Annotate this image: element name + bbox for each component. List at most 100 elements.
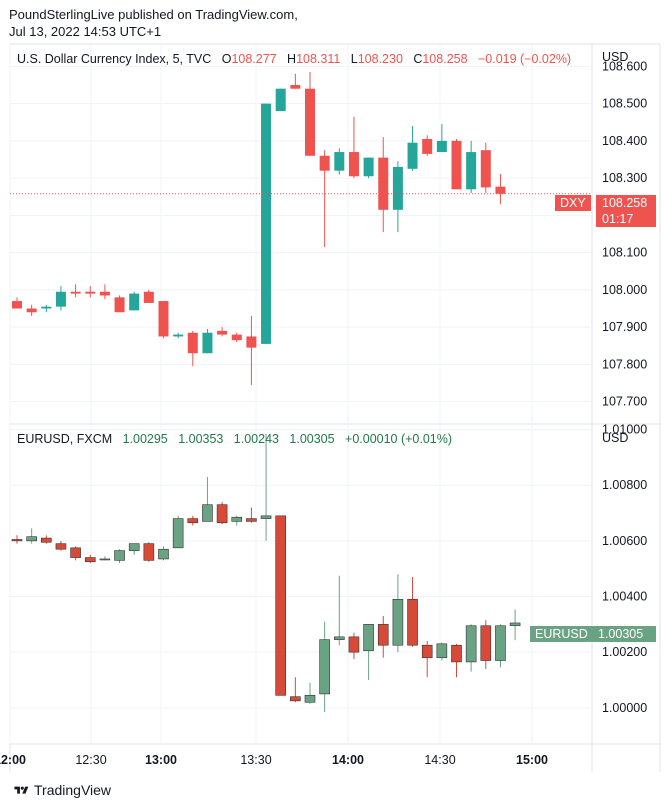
eurusd-candle	[216, 501, 228, 525]
dxy-symbol-title: U.S. Dollar Currency Index, 5, TVC	[17, 52, 212, 66]
dxy-candle-body	[348, 152, 359, 177]
dxy-candle-body	[173, 334, 184, 337]
dxy-candle	[348, 116, 359, 179]
eurusd-price-tick-label: 1.00000	[602, 701, 647, 715]
dxy-candle-body	[407, 142, 418, 169]
dxy-open-value: 108.277	[231, 52, 277, 66]
eurusd-candle-body	[290, 696, 301, 702]
time-tick-label: 12:30	[75, 753, 106, 767]
eurusd-price-tick-label: 1.00800	[602, 478, 647, 492]
dxy-candle	[290, 73, 301, 89]
dxy-candle	[158, 301, 169, 339]
dxy-price-tick-label: 107.700	[602, 395, 647, 409]
dxy-candle	[495, 174, 506, 205]
dxy-candle-body	[187, 332, 198, 354]
eurusd-high-value: 1.00353	[178, 432, 224, 446]
eurusd-candle	[55, 540, 67, 551]
eurusd-candle-body	[348, 636, 360, 653]
dxy-candle	[217, 327, 228, 337]
eurusd-candle-body	[421, 644, 433, 659]
dxy-candle	[114, 295, 125, 313]
dxy-candle	[480, 142, 491, 194]
dxy-candle	[451, 139, 462, 190]
dxy-change: −0.019 (−0.02%)	[477, 52, 572, 66]
eurusd-candle-body	[319, 639, 330, 695]
dxy-candle	[12, 297, 22, 309]
dxy-candle	[392, 161, 403, 233]
eurusd-candle	[480, 620, 492, 669]
time-tick-label: 15:00	[516, 753, 548, 767]
dxy-close-label: C	[413, 52, 423, 66]
eurusd-candle	[128, 543, 140, 555]
dxy-currency-label: USD	[602, 50, 629, 64]
eurusd-candle-body	[11, 539, 23, 542]
dxy-low-label: L	[350, 52, 358, 66]
dxy-candle-body	[422, 139, 433, 154]
eurusd-candle	[363, 624, 374, 680]
eurusd-candle-body	[114, 550, 125, 561]
dxy-candle-body	[378, 157, 389, 210]
eurusd-candle-body	[436, 643, 448, 659]
dxy-price-tick-label: 108.000	[602, 283, 647, 297]
dxy-candle	[41, 304, 52, 313]
eurusd-open-value: 1.00295	[122, 432, 168, 446]
eurusd-candle	[172, 515, 184, 549]
dxy-candle-body	[451, 140, 462, 190]
eurusd-candle-body	[275, 515, 287, 696]
eurusd-candle	[84, 554, 96, 564]
eurusd-change: +0.00010 (+0.01%)	[345, 432, 453, 446]
dxy-candle	[231, 332, 242, 343]
dxy-candle	[26, 304, 37, 316]
tradingview-footer[interactable]: TradingView	[13, 782, 111, 798]
dxy-candle	[99, 284, 110, 300]
eurusd-candle-body	[84, 557, 96, 563]
dxy-symbol-tag: DXY	[555, 195, 591, 211]
eurusd-candle-body	[216, 504, 228, 524]
tradingview-brand: TradingView	[34, 782, 112, 798]
eurusd-candle	[231, 515, 243, 526]
dxy-price-tick-label: 108.100	[602, 246, 647, 260]
eurusd-candle-body	[407, 599, 418, 646]
dxy-countdown: 01:17	[602, 212, 634, 226]
dxy-high-label: H	[287, 52, 297, 66]
dxy-candle	[85, 286, 96, 298]
eurusd-candle	[275, 515, 287, 696]
dxy-candle-body	[290, 84, 301, 89]
eurusd-currency-label: USD	[602, 431, 629, 445]
eurusd-candle	[451, 643, 462, 678]
eurusd-candle-body	[202, 504, 213, 522]
publisher-line: PoundSterlingLive published on TradingVi…	[9, 7, 298, 22]
dxy-candle-body	[392, 166, 403, 210]
time-tick-label: 14:00	[332, 753, 364, 767]
dxy-price-tick-label: 108.400	[602, 134, 647, 148]
eurusd-candle-body	[304, 695, 316, 703]
dxy-candle	[436, 124, 447, 153]
eurusd-candle-body	[40, 537, 52, 543]
eurusd-candle-body	[70, 547, 81, 558]
dxy-candle	[173, 332, 184, 339]
dxy-candle-body	[41, 306, 52, 309]
eurusd-candle	[333, 575, 345, 646]
eurusd-candle	[246, 507, 257, 523]
eurusd-candle-body	[246, 518, 257, 522]
eurusd-candle	[114, 549, 125, 564]
eurusd-candle	[421, 641, 433, 678]
dxy-candle-body	[231, 334, 242, 341]
dxy-candle	[378, 137, 389, 233]
dxy-price-tick-label: 108.500	[602, 97, 647, 111]
eurusd-price-tick-label: 1.00600	[602, 534, 647, 548]
dxy-price-tick-label: 108.300	[602, 171, 647, 185]
eurusd-candle	[392, 574, 404, 653]
eurusd-candle	[99, 556, 111, 561]
eurusd-candle-body	[260, 515, 272, 519]
eurusd-candle-body	[480, 625, 492, 661]
eurusd-candle	[465, 624, 477, 672]
dxy-candle-body	[436, 140, 447, 153]
dxy-candle	[422, 135, 433, 156]
eurusd-candle	[202, 476, 213, 522]
dxy-candle-body	[217, 330, 228, 335]
dxy-candle-body	[363, 157, 374, 177]
dxy-candle	[246, 315, 257, 385]
eurusd-candle-body	[509, 622, 521, 627]
